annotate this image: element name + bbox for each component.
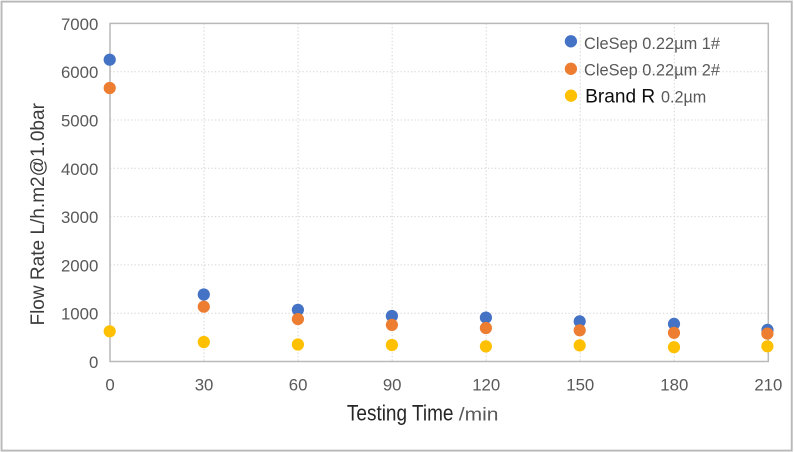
svg-text:150: 150 <box>566 376 594 395</box>
svg-text:1000: 1000 <box>61 305 98 324</box>
svg-text:0.2µm: 0.2µm <box>661 89 706 107</box>
svg-text:6000: 6000 <box>61 63 98 82</box>
svg-text:Brand R: Brand R <box>585 87 655 108</box>
svg-text:120: 120 <box>472 376 500 395</box>
svg-text:60: 60 <box>289 376 308 395</box>
svg-text:CleSep 0.22µm 2#: CleSep 0.22µm 2# <box>584 61 721 79</box>
svg-text:4000: 4000 <box>61 160 98 179</box>
svg-text:90: 90 <box>383 376 402 395</box>
svg-text:3000: 3000 <box>61 208 98 227</box>
svg-text:CleSep 0.22µm 1#: CleSep 0.22µm 1# <box>584 35 721 53</box>
svg-text:7000: 7000 <box>61 15 98 34</box>
svg-text:/min: /min <box>459 404 499 425</box>
svg-text:180: 180 <box>660 376 688 395</box>
svg-text:210: 210 <box>754 376 782 395</box>
svg-text:Flow Rate L/h.m2@1.0bar: Flow Rate L/h.m2@1.0bar <box>28 102 49 325</box>
svg-text:30: 30 <box>195 376 214 395</box>
svg-text:2000: 2000 <box>61 256 98 275</box>
svg-text:0: 0 <box>105 376 114 395</box>
svg-text:Testing Time: Testing Time <box>347 401 454 426</box>
svg-text:0: 0 <box>89 353 98 372</box>
svg-text:5000: 5000 <box>61 112 98 131</box>
